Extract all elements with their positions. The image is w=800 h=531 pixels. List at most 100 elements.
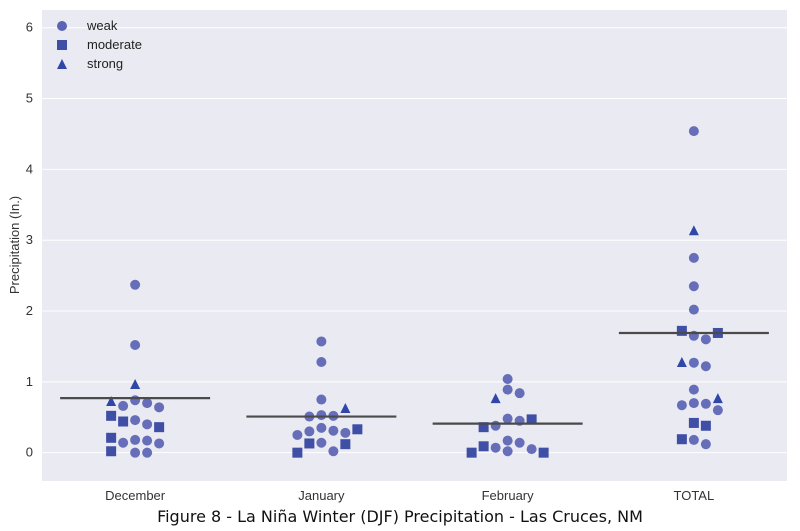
weak-data-point: [118, 437, 129, 448]
moderate-data-point: [352, 424, 363, 435]
weak-data-point: [700, 398, 711, 409]
x-tick-label: January: [298, 488, 345, 503]
weak-data-point: [130, 279, 141, 290]
weak-data-point: [130, 415, 141, 426]
weak-data-point: [676, 400, 687, 411]
weak-data-point: [490, 442, 501, 453]
x-tick-label: December: [105, 488, 166, 503]
mean-lines: [60, 331, 769, 425]
weak-data-point: [316, 357, 327, 368]
weak-data-point: [526, 444, 537, 455]
strong-data-point: [340, 403, 351, 414]
weak-data-point: [502, 384, 513, 395]
weak-data-point: [688, 398, 699, 409]
x-tick-label: February: [482, 488, 535, 503]
moderate-data-point: [526, 414, 537, 425]
weak-data-point: [292, 429, 303, 440]
moderate-data-point: [292, 447, 303, 458]
moderate-data-point: [478, 422, 489, 433]
weak-data-point: [688, 434, 699, 445]
weak-data-point: [514, 437, 525, 448]
moderate-data-point: [106, 432, 117, 443]
weak-data-point: [142, 435, 153, 446]
weak-data-point: [130, 340, 141, 351]
weak-data-point: [316, 422, 327, 433]
weak-data-point: [328, 446, 339, 457]
weak-data-point: [154, 438, 165, 449]
legend-item-moderate: moderate: [55, 35, 142, 54]
weak-data-point: [502, 413, 513, 424]
moderate-data-point: [538, 447, 549, 458]
moderate-data-point: [466, 447, 477, 458]
weak-data-point: [328, 425, 339, 436]
moderate-data-point: [106, 410, 117, 421]
triangle-marker-icon: [55, 57, 69, 71]
weak-data-point: [316, 437, 327, 448]
weak-data-point: [688, 252, 699, 263]
weak-data-point: [688, 384, 699, 395]
weak-data-point: [688, 126, 699, 137]
legend-label: weak: [87, 18, 118, 33]
x-tick-labels: December January February TOTAL: [105, 488, 714, 503]
legend-item-weak: weak: [55, 16, 142, 35]
weak-data-point: [502, 435, 513, 446]
moderate-data-point: [478, 441, 489, 452]
moderate-data-point: [688, 417, 699, 428]
weak-data-point: [130, 434, 141, 445]
square-marker-icon: [55, 38, 69, 52]
y-axis-label: Precipitation (In.): [7, 196, 22, 294]
moderate-data-point: [676, 434, 687, 445]
weak-data-point: [130, 395, 141, 406]
weak-data-point: [490, 420, 501, 431]
weak-data-point: [514, 388, 525, 399]
weak-data-point: [688, 281, 699, 292]
moderate-data-point: [154, 422, 165, 433]
gridlines: [42, 27, 787, 454]
legend-item-strong: strong: [55, 54, 142, 73]
weak-data-point: [316, 336, 327, 347]
moderate-data-point: [118, 416, 129, 427]
moderate-data-point: [700, 420, 711, 431]
weak-data-point: [142, 447, 153, 458]
y-tick-label: 1: [26, 374, 33, 389]
strong-data-point: [676, 357, 687, 368]
y-tick-label: 3: [26, 232, 33, 247]
weak-data-point: [502, 446, 513, 457]
y-tick-label: 6: [26, 20, 33, 35]
strong-data-point: [106, 395, 117, 406]
moderate-data-point: [676, 325, 687, 336]
weak-data-point: [316, 410, 327, 421]
legend-label: strong: [87, 56, 124, 71]
plot-area: [42, 10, 787, 481]
weak-data-point: [118, 400, 129, 411]
weak-data-point: [316, 394, 327, 405]
weak-data-point: [502, 374, 513, 385]
weak-data-point: [304, 426, 315, 437]
weak-data-point: [712, 405, 723, 416]
moderate-data-point: [340, 439, 351, 450]
legend-label: moderate: [87, 37, 142, 52]
weak-data-point: [700, 439, 711, 450]
weak-data-point: [154, 402, 165, 413]
y-tick-labels: 0 1 2 3 4 5 6: [26, 20, 33, 460]
circle-marker-icon: [55, 19, 69, 33]
weak-data-point: [142, 398, 153, 409]
legend: weak moderate strong: [55, 16, 142, 73]
y-tick-label: 5: [26, 91, 33, 106]
weak-data-point: [130, 447, 141, 458]
weak-data-point: [142, 419, 153, 430]
weak-data-point: [688, 304, 699, 315]
strong-data-point: [712, 393, 723, 404]
weak-data-point: [700, 361, 711, 372]
strong-data-point: [130, 378, 141, 389]
weak-data-point: [340, 427, 351, 438]
weak-data-point: [700, 334, 711, 345]
x-tick-label: TOTAL: [674, 488, 715, 503]
figure-caption: Figure 8 - La Niña Winter (DJF) Precipit…: [157, 507, 643, 526]
weak-data-point: [688, 357, 699, 368]
moderate-data-point: [106, 446, 117, 457]
strong-data-point: [490, 393, 501, 404]
y-tick-label: 2: [26, 303, 33, 318]
y-tick-label: 0: [26, 445, 33, 460]
